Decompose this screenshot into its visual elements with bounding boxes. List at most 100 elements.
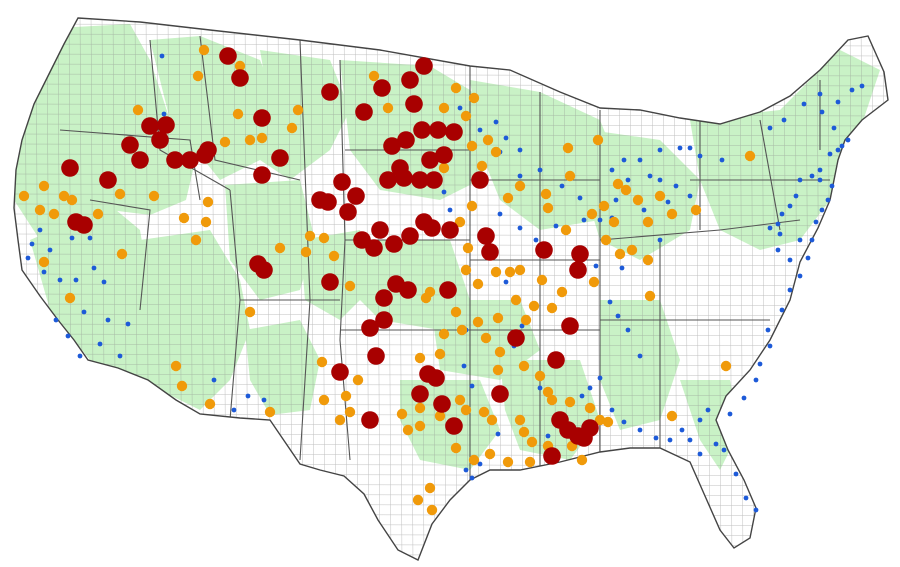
small-site-marker — [503, 135, 509, 141]
medium-site-marker — [382, 102, 394, 114]
large-site-marker — [181, 151, 199, 169]
medium-site-marker — [66, 194, 78, 206]
medium-site-marker — [192, 70, 204, 82]
large-site-marker — [253, 166, 271, 184]
small-site-marker — [753, 507, 759, 513]
large-site-marker — [421, 151, 439, 169]
medium-site-marker — [486, 414, 498, 426]
large-site-marker — [401, 227, 419, 245]
small-site-marker — [587, 385, 593, 391]
medium-site-marker — [318, 232, 330, 244]
small-site-marker — [657, 147, 663, 153]
small-site-marker — [615, 313, 621, 319]
large-site-marker — [477, 227, 495, 245]
small-site-marker — [797, 273, 803, 279]
large-site-marker — [471, 171, 489, 189]
small-site-marker — [29, 241, 35, 247]
medium-site-marker — [546, 302, 558, 314]
medium-site-marker — [510, 294, 522, 306]
medium-site-marker — [204, 398, 216, 410]
large-site-marker — [433, 395, 451, 413]
medium-site-marker — [556, 286, 568, 298]
medium-site-marker — [612, 178, 624, 190]
medium-site-marker — [438, 102, 450, 114]
small-site-marker — [69, 235, 75, 241]
small-site-marker — [753, 377, 759, 383]
large-site-marker — [255, 261, 273, 279]
small-site-marker — [597, 375, 603, 381]
medium-site-marker — [600, 234, 612, 246]
medium-site-marker — [232, 108, 244, 120]
small-site-marker — [787, 257, 793, 263]
medium-site-marker — [58, 190, 70, 202]
small-site-marker — [41, 269, 47, 275]
medium-site-marker — [402, 424, 414, 436]
medium-site-marker — [18, 190, 30, 202]
medium-site-marker — [460, 404, 472, 416]
small-site-marker — [261, 397, 267, 403]
small-site-marker — [697, 417, 703, 423]
small-site-marker — [657, 237, 663, 243]
large-site-marker — [395, 169, 413, 187]
small-site-marker — [25, 255, 31, 261]
small-site-marker — [57, 277, 63, 283]
medium-site-marker — [482, 134, 494, 146]
medium-site-marker — [456, 324, 468, 336]
medium-site-marker — [626, 244, 638, 256]
small-site-marker — [609, 167, 615, 173]
small-site-marker — [553, 223, 559, 229]
medium-site-marker — [504, 266, 516, 278]
small-site-marker — [805, 255, 811, 261]
small-site-marker — [159, 53, 165, 59]
medium-site-marker — [132, 104, 144, 116]
small-site-marker — [641, 207, 647, 213]
large-site-marker — [75, 216, 93, 234]
medium-site-marker — [396, 408, 408, 420]
small-site-marker — [497, 211, 503, 217]
medium-site-marker — [546, 394, 558, 406]
small-site-marker — [835, 147, 841, 153]
small-site-marker — [809, 173, 815, 179]
small-site-marker — [767, 343, 773, 349]
medium-site-marker — [219, 136, 231, 148]
small-site-marker — [231, 407, 237, 413]
small-site-marker — [797, 177, 803, 183]
small-site-marker — [593, 263, 599, 269]
large-site-marker — [166, 151, 184, 169]
large-site-marker — [321, 83, 339, 101]
small-site-marker — [697, 451, 703, 457]
medium-site-marker — [434, 348, 446, 360]
small-site-marker — [743, 495, 749, 501]
medium-site-marker — [490, 146, 502, 158]
small-site-marker — [687, 193, 693, 199]
large-site-marker — [333, 173, 351, 191]
medium-site-marker — [514, 414, 526, 426]
medium-site-marker — [414, 352, 426, 364]
medium-site-marker — [438, 328, 450, 340]
large-site-marker — [361, 319, 379, 337]
small-site-marker — [777, 231, 783, 237]
medium-site-marker — [200, 216, 212, 228]
large-site-marker — [405, 95, 423, 113]
medium-site-marker — [344, 406, 356, 418]
medium-site-marker — [414, 420, 426, 432]
medium-site-marker — [472, 278, 484, 290]
small-site-marker — [819, 207, 825, 213]
medium-site-marker — [64, 292, 76, 304]
small-site-marker — [665, 199, 671, 205]
medium-site-marker — [514, 180, 526, 192]
large-markers — [61, 47, 599, 465]
medium-site-marker — [466, 140, 478, 152]
small-site-marker — [517, 173, 523, 179]
small-site-marker — [817, 91, 823, 97]
medium-site-marker — [720, 360, 732, 372]
large-site-marker — [423, 219, 441, 237]
medium-site-marker — [562, 142, 574, 154]
large-site-marker — [253, 109, 271, 127]
small-site-marker — [609, 407, 615, 413]
small-site-marker — [713, 441, 719, 447]
medium-site-marker — [176, 380, 188, 392]
large-site-marker — [199, 141, 217, 159]
medium-site-marker — [468, 92, 480, 104]
us-outline — [13, 17, 889, 561]
